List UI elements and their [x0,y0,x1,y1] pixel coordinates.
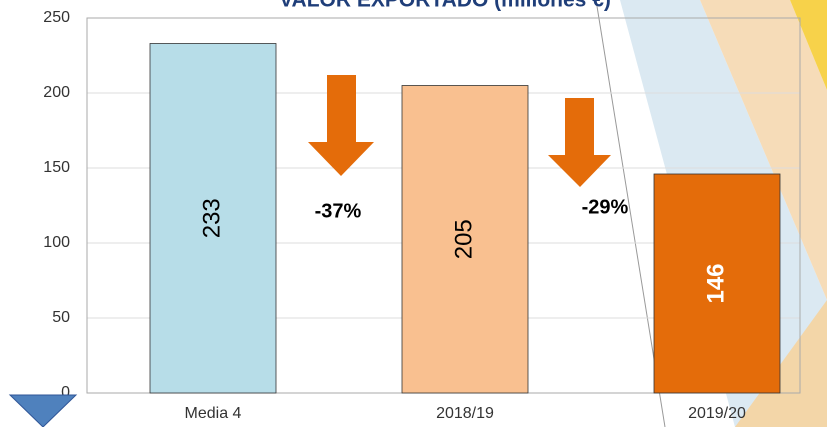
value-label: 233 [198,198,225,238]
y-tick-label: 0 [61,384,70,401]
x-tick-label: Media 4 [185,405,242,422]
decor-stripe [735,300,827,427]
decor-stripe [790,0,827,90]
bar [149,43,277,394]
x-tick-label: 2019/20 [688,405,746,422]
annotation: -37% [315,200,362,222]
bar [653,173,781,394]
decor-triangle [8,394,78,427]
y-tick-label: 50 [52,309,70,326]
bars: Media 4 233 2018/19 205 2019/20 146 [149,43,781,422]
value-label: 205 [450,219,477,259]
x-tick-label: 2018/19 [436,405,494,422]
decor-stripe [700,0,827,300]
y-tick-label: 200 [43,84,70,101]
decor-line [595,0,666,427]
y-tick-label: 250 [43,9,70,26]
arrow [308,75,374,176]
arrow [548,98,611,187]
chart-title: VALOR EXPORTADO (millones €) [279,0,611,12]
y-tick-label: 150 [43,159,70,176]
value-label: 146 [702,263,729,303]
bar [401,85,529,394]
annotation: -29% [582,196,629,218]
y-tick-label: 100 [43,234,70,251]
